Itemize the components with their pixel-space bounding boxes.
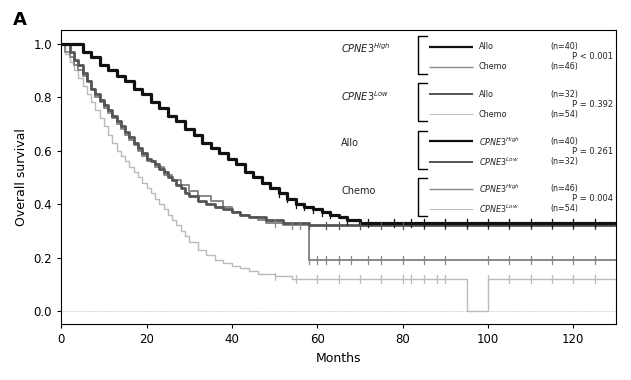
Text: A: A [13, 11, 27, 29]
Y-axis label: Overall survival: Overall survival [15, 128, 28, 226]
X-axis label: Months: Months [316, 352, 362, 365]
